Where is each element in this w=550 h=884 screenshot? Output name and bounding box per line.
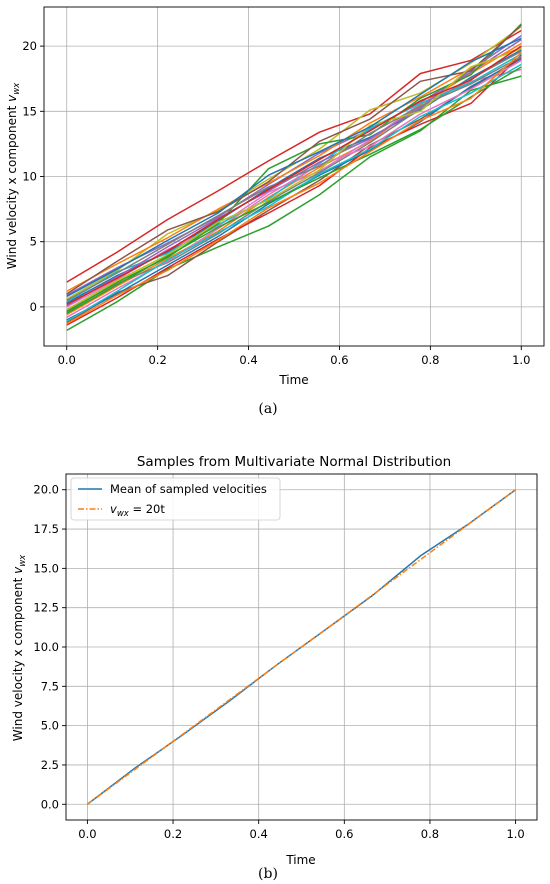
a-ytick-label-4: 20 [22, 39, 37, 53]
b-ytick-label-0: 0.0 [41, 797, 59, 811]
b-ytick-label-3: 7.5 [41, 679, 59, 693]
y-axis-label-b: Wind velocity x component vwx [11, 554, 28, 741]
y-axis-label-a: Wind velocity x component vwx [5, 82, 22, 269]
a-xtick-label-1: 0.2 [148, 353, 166, 367]
x-axis-label-a: Time [278, 373, 308, 387]
y-axis-label-a-sub: wx [12, 82, 22, 95]
a-xtick-label-2: 0.4 [239, 353, 257, 367]
y-axis-label-a-text: Wind velocity x component [5, 102, 19, 269]
b-ytick-label-8: 20.0 [33, 483, 59, 497]
x-axis-label-b: Time [285, 853, 315, 867]
b-series-line-1 [86, 489, 517, 805]
y-ticks-a: 0 5 10 15 20 [22, 39, 44, 314]
y-axis-label-a-var: v [5, 94, 19, 102]
a-series-line-23 [66, 52, 522, 325]
y-ticks-b: 0.0 2.5 5.0 7.5 10.0 12.5 15.0 17.5 20.0 [33, 483, 66, 811]
b-ytick-label-6: 15.0 [33, 561, 59, 575]
a-series-line-15 [66, 24, 522, 295]
a-xtick-label-0: 0.0 [58, 353, 76, 367]
a-series-line-20 [66, 37, 522, 298]
a-ytick-label-3: 15 [22, 104, 37, 118]
a-ytick-label-1: 5 [30, 235, 37, 249]
chart-panel-a: 0.0 0.2 0.4 0.6 0.8 1.0 0 5 10 15 20 Time Wind ve… [5, 6, 545, 417]
a-series-line-18 [66, 48, 522, 311]
b-xtick-label-0: 0.0 [78, 827, 96, 841]
series-lines-b [86, 489, 517, 805]
y-axis-label-b-text: Wind velocity x component [11, 574, 25, 741]
a-ytick-label-0: 0 [30, 300, 37, 314]
b-xtick-label-2: 0.4 [250, 827, 268, 841]
x-ticks-b: 0.0 0.2 0.4 0.6 0.8 1.0 [78, 820, 525, 841]
a-series-line-2 [66, 75, 522, 332]
b-ytick-label-5: 12.5 [33, 601, 59, 615]
a-xtick-label-3: 0.6 [330, 353, 348, 367]
y-axis-label-b-sub: wx [18, 554, 28, 567]
caption-a: (a) [258, 401, 277, 417]
a-series-line-21 [66, 66, 522, 315]
legend-box [70, 477, 281, 521]
chart-title-b: Samples from Multivariate Normal Distrib… [137, 454, 451, 470]
a-series-line-17 [66, 55, 522, 302]
y-axis-label-b-var: v [11, 566, 25, 574]
b-ytick-label-1: 2.5 [41, 758, 59, 772]
b-ytick-label-2: 5.0 [41, 719, 59, 733]
b-ytick-label-4: 10.0 [33, 640, 59, 654]
b-xtick-label-5: 1.0 [506, 827, 524, 841]
legend-entry-mean: Mean of sampled velocities [110, 482, 267, 496]
a-series-line-19 [66, 63, 522, 322]
a-ytick-label-2: 10 [22, 170, 37, 184]
a-series-line-22 [66, 45, 522, 305]
b-xtick-label-1: 0.2 [164, 827, 182, 841]
legend-ref-var: v [110, 502, 117, 516]
a-series-line-11 [66, 46, 522, 292]
series-lines-a [66, 23, 522, 332]
chart-panel-b: Samples from Multivariate Normal Distrib… [11, 454, 538, 882]
caption-b: (b) [258, 866, 278, 882]
legend-entry-reference: vwx = 20t [110, 502, 165, 519]
b-xtick-label-4: 0.8 [421, 827, 439, 841]
legend-ref-sub: wx [117, 509, 130, 519]
b-xtick-label-3: 0.6 [335, 827, 353, 841]
x-ticks-a: 0.0 0.2 0.4 0.6 0.8 1.0 [58, 346, 530, 367]
grid-b [66, 474, 537, 820]
legend-ref-post: = 20t [129, 502, 166, 516]
a-xtick-label-5: 1.0 [512, 353, 530, 367]
a-series-line-3 [66, 29, 522, 283]
b-ytick-label-7: 17.5 [33, 522, 59, 536]
a-xtick-label-4: 0.8 [421, 353, 439, 367]
legend-b: Mean of sampled velocities vwx = 20t [70, 477, 281, 521]
